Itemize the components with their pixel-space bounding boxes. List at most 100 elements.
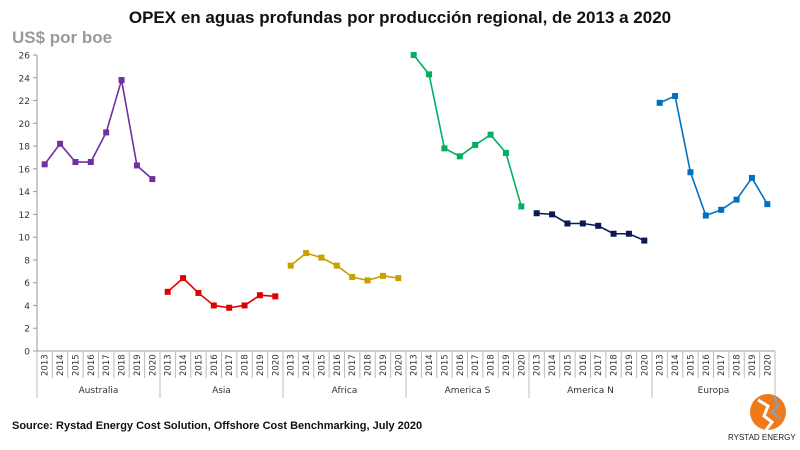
data-point	[241, 302, 248, 309]
x-tick-label: 2017	[471, 354, 481, 376]
x-tick-label: 2019	[379, 354, 389, 376]
data-point	[733, 196, 740, 203]
x-tick-label: 2016	[333, 354, 343, 376]
y-tick-label: 6	[24, 279, 30, 289]
x-tick-label: 2014	[302, 354, 312, 376]
data-point	[718, 206, 725, 213]
x-tick-label: 2014	[179, 354, 189, 376]
x-tick-label: 2013	[164, 354, 174, 376]
data-point	[410, 52, 417, 58]
data-point	[702, 212, 709, 219]
data-point	[318, 254, 325, 261]
data-point	[687, 169, 694, 176]
data-point	[103, 129, 110, 136]
x-tick-label: 2014	[425, 354, 435, 376]
y-tick-label: 0	[24, 348, 30, 358]
data-point	[87, 159, 94, 166]
x-tick-label: 2019	[625, 354, 635, 376]
x-tick-label: 2015	[686, 354, 696, 376]
group-label: America S	[445, 386, 491, 396]
source-note: Source: Rystad Energy Cost Solution, Off…	[12, 420, 423, 432]
data-point	[256, 292, 263, 299]
data-point	[579, 220, 586, 227]
data-point	[518, 203, 525, 210]
data-point	[379, 272, 386, 279]
group-label: Asia	[212, 386, 231, 396]
y-tick-label: 18	[19, 143, 31, 153]
x-tick-label: 2018	[118, 354, 128, 376]
x-tick-label: 2018	[610, 354, 620, 376]
x-tick-label: 2020	[763, 354, 773, 376]
y-tick-label: 4	[24, 302, 30, 312]
x-tick-label: 2013	[656, 354, 666, 376]
y-tick-label: 10	[19, 234, 31, 244]
data-point	[364, 277, 371, 284]
x-tick-label: 2016	[210, 354, 220, 376]
data-point	[564, 220, 571, 227]
group-label: Europa	[698, 386, 730, 396]
data-point	[441, 145, 448, 152]
data-point	[641, 237, 648, 244]
y-tick-label: 26	[19, 52, 31, 62]
group-label: Australia	[79, 386, 119, 396]
x-tick-label: 2020	[640, 354, 650, 376]
x-tick-label: 2014	[548, 354, 558, 376]
data-point	[226, 304, 233, 311]
x-tick-label: 2016	[579, 354, 589, 376]
data-point	[195, 289, 202, 296]
data-point	[487, 131, 494, 138]
y-tick-label: 12	[19, 211, 30, 221]
data-point	[164, 288, 171, 295]
x-tick-label: 2015	[317, 354, 327, 376]
series-line-europa	[659, 94, 769, 217]
series-line-australia	[44, 79, 153, 180]
x-tick-label: 2017	[102, 354, 112, 376]
x-tick-label: 2015	[71, 354, 81, 376]
x-tick-label: 2020	[271, 354, 281, 376]
y-axis-label: US$ por boe	[12, 28, 113, 47]
data-point	[610, 230, 617, 237]
data-point	[180, 275, 187, 282]
x-tick-label: 2020	[517, 354, 527, 376]
x-tick-label: 2016	[87, 354, 97, 376]
x-tick-label: 2015	[563, 354, 573, 376]
data-point	[349, 274, 356, 280]
data-point	[533, 210, 540, 217]
y-tick-label: 20	[19, 120, 31, 130]
x-tick-label: 2019	[748, 354, 758, 376]
x-tick-label: 2020	[394, 354, 404, 376]
x-tick-label: 2019	[502, 354, 512, 376]
data-point	[748, 174, 755, 181]
series-line-america-s	[413, 54, 523, 207]
brand-name: RYSTAD ENERGY	[728, 433, 796, 442]
x-tick-label: 2016	[702, 354, 712, 376]
x-tick-label: 2015	[440, 354, 450, 376]
y-tick-label: 16	[19, 165, 31, 175]
x-tick-label: 2018	[241, 354, 251, 376]
group-label: America N	[567, 386, 614, 396]
data-point	[133, 162, 140, 169]
data-point	[333, 262, 340, 269]
x-tick-label: 2018	[487, 354, 497, 376]
y-tick-label: 14	[19, 188, 31, 198]
x-tick-label: 2013	[533, 354, 543, 376]
data-point	[672, 92, 679, 99]
x-tick-label: 2013	[410, 354, 420, 376]
data-point	[595, 222, 602, 229]
y-tick-label: 22	[19, 97, 30, 107]
x-tick-label: 2017	[225, 354, 235, 376]
data-point	[72, 159, 79, 166]
x-tick-label: 2017	[717, 354, 727, 376]
data-point	[395, 275, 402, 282]
data-point	[764, 201, 771, 208]
x-tick-label: 2014	[671, 354, 681, 376]
data-point	[456, 153, 463, 160]
rystad-logo-icon	[750, 394, 786, 431]
x-tick-label: 2013	[287, 354, 297, 376]
x-tick-label: 2013	[41, 354, 51, 376]
data-point	[625, 230, 632, 237]
x-tick-label: 2017	[348, 354, 358, 376]
x-tick-label: 2018	[733, 354, 743, 376]
x-tick-label: 2018	[364, 354, 374, 376]
